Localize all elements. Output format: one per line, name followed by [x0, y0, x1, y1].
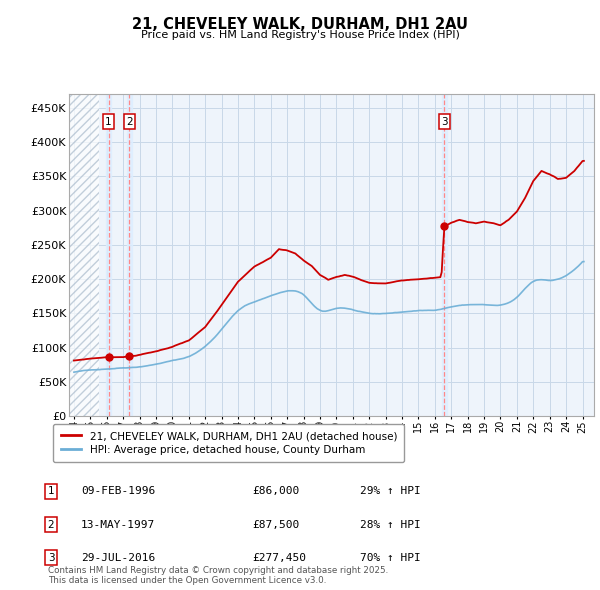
Bar — [442, 94, 446, 416]
Text: 13-MAY-1997: 13-MAY-1997 — [81, 520, 155, 529]
Text: 3: 3 — [441, 117, 448, 127]
Text: £86,000: £86,000 — [252, 487, 299, 496]
Bar — [106, 94, 111, 416]
Text: 3: 3 — [47, 553, 55, 562]
Text: Price paid vs. HM Land Registry's House Price Index (HPI): Price paid vs. HM Land Registry's House … — [140, 30, 460, 40]
Text: 2: 2 — [47, 520, 55, 529]
Text: 2: 2 — [126, 117, 133, 127]
Text: £87,500: £87,500 — [252, 520, 299, 529]
Bar — [127, 94, 131, 416]
Text: 70% ↑ HPI: 70% ↑ HPI — [360, 553, 421, 562]
Text: 09-FEB-1996: 09-FEB-1996 — [81, 487, 155, 496]
Text: Contains HM Land Registry data © Crown copyright and database right 2025.
This d: Contains HM Land Registry data © Crown c… — [48, 566, 388, 585]
Text: 29-JUL-2016: 29-JUL-2016 — [81, 553, 155, 562]
Text: 1: 1 — [105, 117, 112, 127]
Text: 28% ↑ HPI: 28% ↑ HPI — [360, 520, 421, 529]
Text: 21, CHEVELEY WALK, DURHAM, DH1 2AU: 21, CHEVELEY WALK, DURHAM, DH1 2AU — [132, 17, 468, 31]
Text: 1: 1 — [47, 487, 55, 496]
Text: £277,450: £277,450 — [252, 553, 306, 562]
Legend: 21, CHEVELEY WALK, DURHAM, DH1 2AU (detached house), HPI: Average price, detache: 21, CHEVELEY WALK, DURHAM, DH1 2AU (deta… — [53, 424, 404, 463]
Text: 29% ↑ HPI: 29% ↑ HPI — [360, 487, 421, 496]
